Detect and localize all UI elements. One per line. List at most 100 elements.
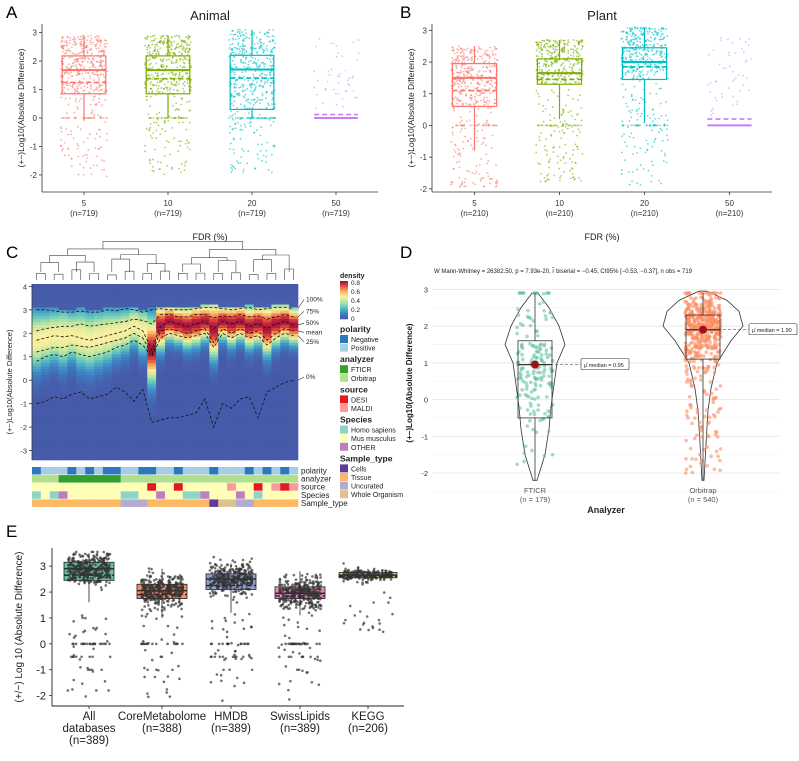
jitter-point — [666, 53, 669, 56]
heatmap-cell — [173, 454, 184, 458]
jitter-point — [103, 76, 106, 79]
heatmap-cell — [32, 418, 42, 423]
jitter-point — [70, 130, 73, 133]
jitter-point — [552, 62, 554, 65]
jitter-point — [81, 34, 84, 37]
heatmap-cell — [289, 313, 299, 317]
heatmap-cell — [58, 380, 68, 385]
heatmap-cell — [76, 433, 86, 437]
jitter-point — [633, 74, 635, 77]
jitter-point — [458, 149, 461, 152]
heatmap-cell — [289, 448, 299, 452]
heatmap-cell — [129, 392, 139, 396]
heatmap-cell — [173, 389, 184, 393]
jitter-point — [76, 71, 79, 74]
jitter-point — [487, 103, 489, 105]
jitter-point — [255, 52, 258, 54]
heatmap-cell — [235, 407, 246, 411]
heatmap-cell — [262, 436, 272, 440]
jitter-point — [151, 52, 154, 55]
jitter-point — [68, 117, 70, 119]
heatmap-cell — [111, 377, 121, 382]
heatmap-cell — [111, 298, 121, 302]
jitter-point — [466, 169, 469, 172]
jitter-point — [479, 179, 482, 182]
heatmap-cell — [111, 286, 121, 291]
jitter-point — [654, 30, 657, 32]
heatmap-cell — [49, 401, 59, 405]
heatmap-cell — [67, 436, 77, 440]
jitter-point — [659, 182, 662, 185]
heatmap-cell — [67, 448, 77, 452]
heatmap-cell — [173, 433, 184, 437]
jitter-point — [64, 97, 67, 100]
heatmap-cell — [58, 313, 68, 317]
jitter-point — [96, 74, 99, 77]
heatmap-cell — [58, 427, 68, 431]
heatmap-cell — [173, 413, 184, 417]
jitter-point — [151, 56, 154, 59]
heatmap-cell — [253, 357, 263, 361]
jitter-point — [86, 52, 89, 55]
jitter-point — [634, 124, 637, 127]
heatmap-cell — [173, 398, 184, 402]
jitter-point — [240, 156, 243, 158]
jitter-point — [357, 39, 360, 41]
heatmap-cell — [262, 416, 272, 420]
jitter-point — [660, 51, 663, 54]
jitter-point — [145, 95, 148, 98]
jitter-point — [647, 64, 649, 67]
heatmap-cell — [129, 313, 139, 317]
jitter-point — [68, 49, 70, 52]
heatmap-cell — [218, 430, 228, 434]
heatmap-cell — [244, 328, 254, 332]
x-count-label: (n=719) — [322, 209, 350, 218]
jitter-point — [640, 96, 643, 99]
jitter-point — [628, 120, 631, 122]
jitter-point — [476, 58, 479, 61]
heatmap-cell — [227, 284, 237, 288]
jitter-point — [95, 70, 98, 73]
jitter-point — [92, 41, 95, 44]
heatmap-cell — [111, 433, 121, 437]
jitter-point — [450, 62, 453, 65]
jitter-point — [101, 104, 103, 106]
heatmap-cell — [40, 342, 51, 346]
jitter-point — [171, 56, 174, 59]
heatmap-cell — [235, 342, 246, 346]
heatmap-cell — [40, 427, 51, 431]
heatmap-cell — [244, 413, 254, 417]
heatmap-cell — [40, 442, 51, 446]
jitter-point — [485, 153, 488, 156]
heatmap-cell — [289, 360, 299, 364]
heatmap-cell — [235, 304, 246, 308]
heatmap-cell — [129, 377, 139, 382]
jitter-point — [253, 131, 256, 134]
heatmap-cell — [138, 416, 148, 420]
jitter-point — [464, 185, 467, 188]
heatmap-cell — [49, 418, 59, 423]
jitter-point — [648, 39, 650, 42]
jitter-point — [324, 88, 327, 90]
jitter-point — [639, 45, 642, 48]
heatmap-cell — [40, 319, 51, 323]
x-tick-label: 20 — [640, 199, 649, 208]
jitter-point — [242, 85, 245, 88]
heatmap-cell — [40, 333, 51, 338]
heatmap-cell — [129, 333, 139, 338]
heatmap-cell — [49, 339, 59, 343]
jitter-point — [569, 110, 572, 112]
heatmap-cell — [280, 457, 290, 461]
jitter-point — [273, 145, 276, 148]
heatmap-cell — [85, 357, 95, 361]
jitter-point — [182, 82, 185, 85]
heatmap-cell — [94, 357, 104, 361]
jitter-point — [270, 153, 273, 156]
jitter-point — [542, 110, 544, 113]
heatmap-cell — [40, 351, 51, 355]
jitter-point — [190, 86, 192, 88]
jitter-point — [167, 81, 169, 83]
annotation-cell — [165, 467, 175, 475]
heatmap-cell — [200, 354, 210, 358]
